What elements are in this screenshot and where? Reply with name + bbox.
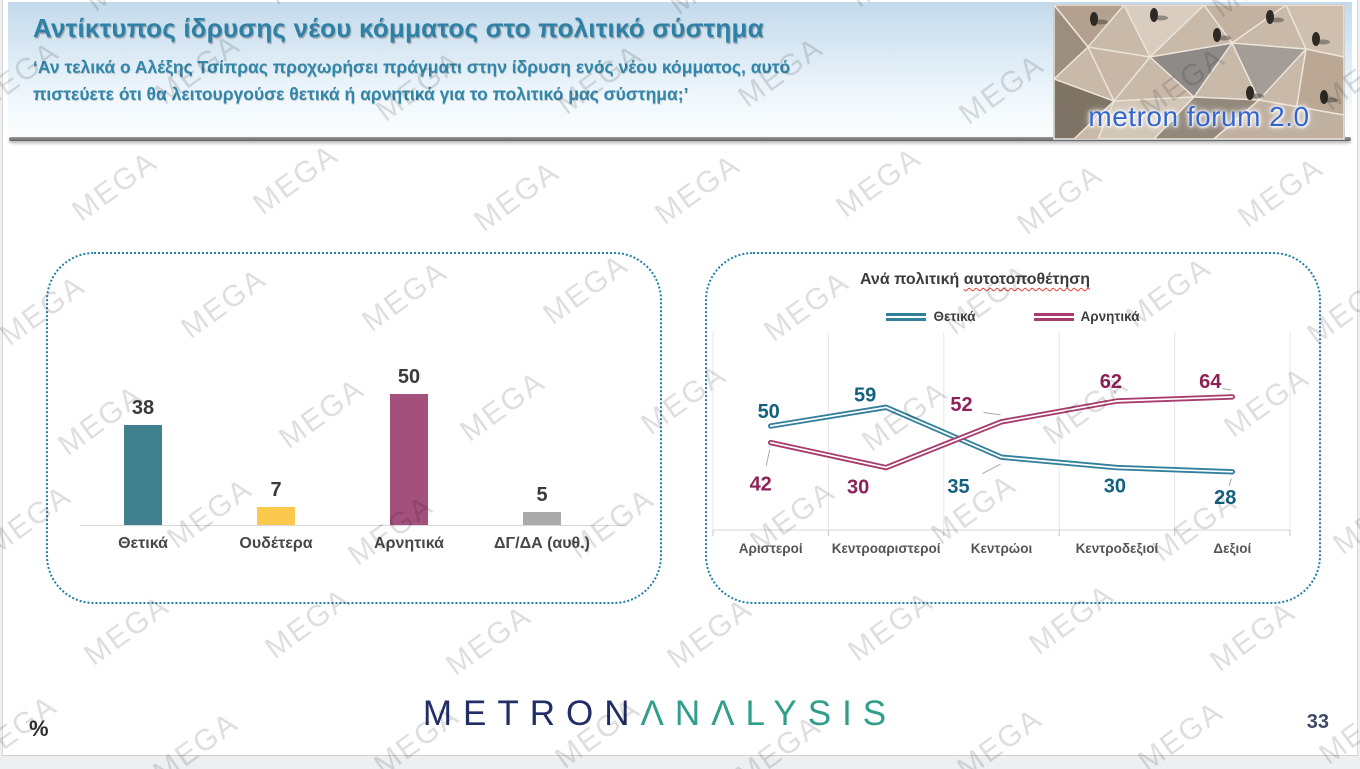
line-chart: Αριστεροί Κεντροαριστεροί Κεντρώοι Κεντροδε…	[712, 332, 1291, 556]
page-subtitle: ‘Αν τελικά ο Αλέξης Τσίπρας προχωρήσει π…	[33, 54, 790, 108]
data-label-Αρνητικά: 42	[750, 474, 772, 496]
slide-header: Αντίκτυπος ίδρυσης νέου κόμματος στο πολ…	[8, 2, 1352, 140]
page-number: 33	[1306, 711, 1329, 733]
legend-label: Θετικά	[933, 309, 976, 324]
x-axis-label: Κεντρώοι	[971, 541, 1033, 556]
bar-category-label: Ουδέτερα	[239, 535, 313, 552]
mosaic-pavement-image	[1054, 5, 1344, 139]
x-axis-label: Αριστεροί	[739, 541, 803, 556]
legend-item-Θετικά: Θετικά	[886, 309, 976, 324]
data-label-leader	[981, 463, 1001, 475]
data-label-Θετικά: 35	[947, 476, 969, 498]
data-label-leader	[765, 449, 771, 466]
line-series-Θετικά	[768, 404, 1235, 475]
line-series-inner-Αρνητικά	[769, 396, 1234, 469]
legend-label: Αρνητικά	[1080, 309, 1140, 324]
data-label-Θετικά: 30	[1104, 476, 1126, 498]
bar-Θετικά	[124, 425, 162, 525]
subtitle-line-1: ‘Αν τελικά ο Αλέξης Τσίπρας προχωρήσει π…	[33, 57, 791, 77]
data-label-Θετικά: 59	[854, 384, 876, 406]
legend-swatch-line	[886, 312, 927, 316]
data-label-Αρνητικά: 30	[847, 477, 869, 499]
data-label-Αρνητικά: 64	[1199, 371, 1222, 393]
bar-chart: 38 Θετικά 7 Ουδέτερα 50 Αρνητικά 5 ΔΓ/ΔΑ (αυθ.)	[48, 254, 660, 602]
bar-category-label: Θετικά	[118, 535, 168, 552]
x-axis-label: Κεντροαριστεροί	[832, 541, 941, 556]
data-label-Θετικά: 28	[1214, 487, 1236, 509]
line-chart-title-text: Ανά πολιτική	[859, 271, 964, 288]
percent-label: %	[29, 716, 49, 741]
bar-chart-baseline	[80, 525, 627, 526]
data-label-leader	[983, 411, 1001, 416]
line-chart-title-underlined-word: αυτοτοποθέτηση	[963, 271, 1091, 288]
brand-analysis: ΛNΛLYSIS	[640, 694, 898, 733]
legend-swatch-line	[1033, 317, 1074, 321]
metron-forum-logo: metron forum 2.0	[1053, 4, 1345, 140]
line-series-inner-Θετικά	[769, 406, 1234, 473]
bar-category-label: ΔΓ/ΔΑ (αυθ.)	[494, 535, 590, 552]
metron-analysis-logo: METRONΛNΛLYSIS	[0, 694, 1337, 734]
line-chart-title: Ανά πολιτική αυτοτοποθέτηση	[707, 271, 1243, 289]
bar-Αρνητικά	[390, 394, 428, 525]
data-label-leader	[1222, 388, 1232, 391]
line-chart-panel: Ανά πολιτική αυτοτοποθέτηση Θετικά Αρνητι…	[705, 252, 1321, 604]
x-axis-label: Δεξιοί	[1213, 541, 1251, 556]
data-label-leader	[1113, 390, 1117, 395]
x-axis-label: Κεντροδεξιοί	[1076, 541, 1159, 556]
bar-value-label: 38	[131, 397, 155, 419]
bar-value-label: 7	[270, 479, 282, 501]
data-label-Αρνητικά: 52	[950, 394, 972, 416]
bar-value-label: 50	[397, 366, 421, 388]
legend-item-Αρνητικά: Αρνητικά	[1033, 309, 1140, 324]
legend-swatch-line	[1033, 312, 1074, 316]
subtitle-line-2: πιστεύετε ότι θα λειτουργούσε θετικά ή α…	[33, 84, 689, 104]
header-divider	[9, 137, 1351, 141]
legend-swatch	[1033, 312, 1074, 321]
bar-Ουδέτερα	[257, 507, 295, 525]
people-silhouettes	[1090, 8, 1338, 104]
line-chart-legend: Θετικά Αρνητικά	[707, 309, 1319, 324]
data-label-Θετικά: 50	[758, 401, 780, 423]
legend-swatch-line	[886, 317, 927, 321]
data-label-leader	[1228, 478, 1232, 487]
bar-value-label: 5	[536, 484, 548, 506]
bar-ΔΓ/ΔΑ (αυθ.)	[523, 512, 561, 525]
metron-forum-logo-text: metron forum 2.0	[1088, 101, 1310, 132]
brand-metron: METRON	[422, 694, 641, 733]
bar-category-label: Αρνητικά	[374, 535, 444, 552]
bar-chart-panel: 38 Θετικά 7 Ουδέτερα 50 Αρνητικά 5 ΔΓ/ΔΑ (αυθ.)	[46, 252, 662, 604]
data-label-Αρνητικά: 62	[1100, 371, 1122, 393]
legend-swatch	[886, 312, 927, 321]
page-title: Αντίκτυπος ίδρυσης νέου κόμματος στο πολ…	[33, 13, 764, 43]
